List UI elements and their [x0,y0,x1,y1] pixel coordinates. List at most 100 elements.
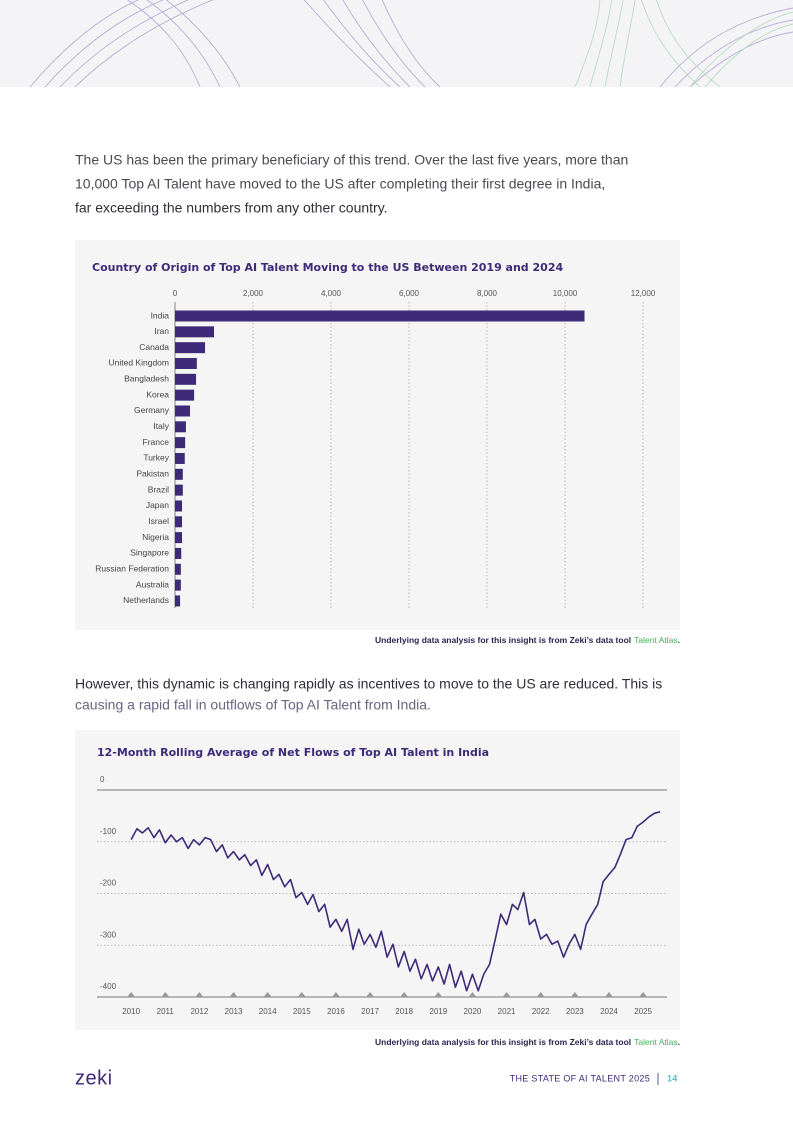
chart-title: 12-Month Rolling Average of Net Flows of… [97,746,489,759]
body-text: far exceeding the numbers from any other… [75,200,388,216]
data-line [130,810,661,992]
category-label: Pakistan [136,469,169,479]
bar [175,500,183,512]
bar [175,326,214,338]
logo: zeki [75,1067,113,1089]
x-tick-label: 2010 [122,1007,140,1016]
tick-mark [195,992,204,997]
category-label: Germany [134,405,170,415]
x-tick-label: 4,000 [321,289,342,298]
source-text: Underlying data analysis for this insigh… [375,635,631,645]
category-label: Bangladesh [124,374,169,384]
source-note: Underlying data analysis for this insigh… [375,635,680,645]
bar [175,437,186,449]
tick-mark [297,992,306,997]
source-link[interactable]: Talent Atlas [634,1037,677,1047]
category-label: Canada [139,342,169,352]
line-chart: 0 -100 -200 -300 -400 2010 2011 2012 2013 2014 201… [97,775,667,1016]
x-tick-label: 2023 [566,1007,584,1016]
bar [175,357,197,369]
bar [175,484,183,496]
bar [175,516,183,528]
bar [175,547,182,559]
x-tick-label: 2024 [600,1007,618,1016]
bar-chart: 0 2,000 4,000 6,000 8,000 10,000 12,000 India Ir… [95,289,656,608]
tick-mark [502,992,511,997]
x-tick-label: 2014 [259,1007,277,1016]
bar [175,310,585,322]
x-tick-label: 2012 [190,1007,208,1016]
tick-mark [604,992,613,997]
x-tick-label: 2017 [361,1007,379,1016]
x-tick-label: 2015 [293,1007,311,1016]
tick-mark [536,992,545,997]
category-label: Korea [146,389,169,399]
category-label: Russian Federation [95,564,169,574]
bar [175,579,181,591]
x-tick-label: 12,000 [631,289,656,298]
header-decoration [29,0,793,88]
x-tick-label: 2013 [225,1007,243,1016]
report-title: THE STATE OF AI TALENT 2025 [510,1073,650,1083]
y-tick-label: -400 [100,982,117,991]
bar [175,563,181,575]
bar [175,452,185,464]
source-text: Underlying data analysis for this insigh… [375,1037,631,1047]
source-note: Underlying data analysis for this insigh… [375,1037,680,1047]
y-tick-label: -300 [100,930,117,939]
x-tick-label: 2,000 [243,289,264,298]
tick-mark [434,992,443,997]
source-punct: . [678,1037,680,1047]
tick-mark [331,992,340,997]
category-label: Turkey [143,453,169,463]
x-tick-label: 2019 [429,1007,447,1016]
x-tick-label: 2022 [532,1007,550,1016]
bar [175,421,186,433]
x-tick-label: 2018 [395,1007,413,1016]
bar [175,389,195,401]
category-label: France [143,437,170,447]
bar [175,532,183,544]
x-tick-label: 2025 [634,1007,652,1016]
body-text: 10,000 Top AI Talent have moved to the U… [75,176,605,192]
x-tick-label: 2011 [157,1007,175,1016]
category-label: Australia [136,579,169,589]
tick-mark [127,992,136,997]
tick-mark [570,992,579,997]
bar [175,342,206,354]
bar [175,468,183,480]
x-tick-label: 8,000 [477,289,498,298]
y-tick-label: -200 [100,879,117,888]
bar [175,373,197,385]
tick-mark [161,992,170,997]
body-text: However, this dynamic is changing rapidl… [75,676,662,692]
bar [175,595,181,607]
category-label: Netherlands [123,595,169,605]
tick-mark [400,992,409,997]
category-label: Brazil [148,484,169,494]
source-link[interactable]: Talent Atlas [634,635,677,645]
chart-panel [75,730,680,1030]
category-label: United Kingdom [109,358,169,368]
tick-mark [639,992,648,997]
y-tick-label: -100 [100,827,117,836]
header-banner [0,0,793,87]
body-text: The US has been the primary beneficiary … [75,152,628,168]
category-label: Iran [154,326,169,336]
category-label: Japan [146,500,169,510]
category-label: Italy [153,421,169,431]
page-number: 14 [667,1073,678,1083]
x-tick-label: 2020 [464,1007,482,1016]
source-punct: . [678,635,680,645]
x-tick-label: 2021 [498,1007,516,1016]
category-label: Singapore [130,548,169,558]
x-tick-label: 2016 [327,1007,345,1016]
x-tick-label: 10,000 [553,289,578,298]
x-tick-label: 0 [173,289,178,298]
tick-mark [468,992,477,997]
category-label: India [151,310,170,320]
category-label: Israel [148,516,169,526]
bar [175,405,191,417]
